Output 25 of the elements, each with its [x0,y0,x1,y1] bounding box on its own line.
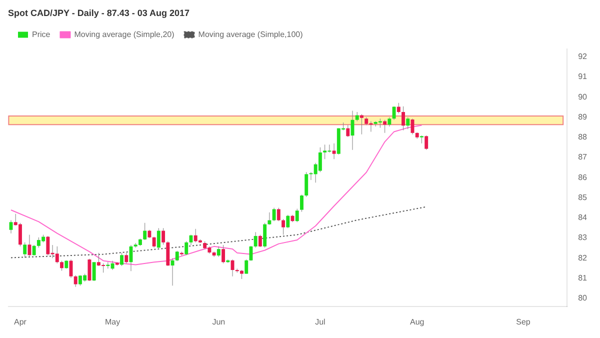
y-tick-label: 90 [578,92,588,102]
legend-label: Price [32,30,51,40]
x-tick-label: May [104,317,120,326]
candlestick [170,258,174,286]
y-tick-label: 88 [578,132,588,142]
line-series [10,206,427,258]
x-tick-label: Aug [410,317,424,326]
x-tick-label: Sep [516,317,531,326]
y-tick-label: 89 [578,112,588,122]
legend-label: Moving average (Simple,20) [74,30,175,40]
y-tick-label: 82 [578,253,588,262]
y-tick-label: 87 [578,152,588,162]
x-tick-label: Jun [212,317,226,326]
y-tick-label: 84 [578,213,588,222]
y-tick-label: 83 [578,233,588,242]
y-tick-label: 86 [578,172,588,182]
x-tick-label: Jul [315,317,326,326]
y-tick-label: 80 [578,294,588,303]
y-tick-label: 91 [578,72,588,82]
y-tick-label: 81 [578,273,588,282]
y-tick-label: 92 [578,52,588,62]
legend-label: Moving average (Simple,100) [198,30,304,40]
chart-title: Spot CAD/JPY - Daily - 87.43 - 03 Aug 2017 [8,8,190,18]
y-tick-label: 85 [578,192,588,202]
x-tick-label: Apr [14,317,27,326]
